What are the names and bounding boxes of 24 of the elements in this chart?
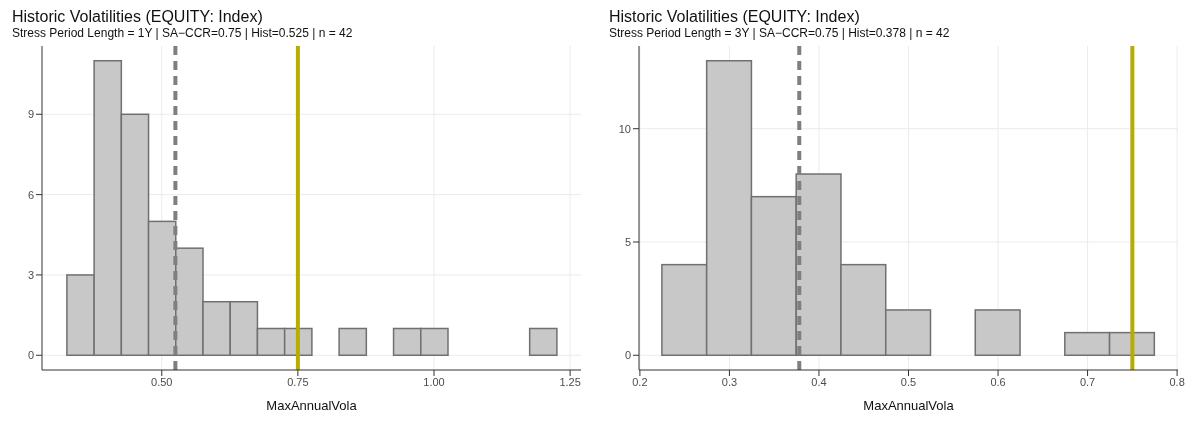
x-tick-label: 0.50 (151, 375, 173, 388)
x-tick-label: 1.00 (423, 375, 445, 388)
y-tick-label: 0 (624, 349, 631, 362)
x-tick-label: 0.6 (990, 375, 1006, 388)
y-tick-label: 9 (27, 108, 34, 121)
x-tick-label: 0.5 (900, 375, 917, 388)
chart-title: Historic Volatilities (EQUITY: Index) (609, 8, 861, 26)
x-tick-label: 0.4 (811, 375, 827, 388)
y-tick-label: 6 (27, 188, 34, 201)
x-tick-label: 1.25 (559, 375, 581, 388)
y-tick-label: 5 (624, 235, 631, 248)
y-tick-label: 3 (27, 268, 34, 281)
y-tick-label: 0 (27, 349, 34, 362)
x-tick-label: 0.8 (1169, 375, 1185, 388)
x-axis-title: MaxAnnualVola (266, 398, 358, 413)
x-tick-label: 0.75 (287, 375, 309, 388)
x-tick-label: 0.3 (721, 375, 738, 388)
x-tick-label: 0.2 (632, 375, 648, 388)
x-tick-label: 0.7 (1079, 375, 1096, 388)
x-axis-title: MaxAnnualVola (863, 398, 955, 413)
chart-subtitle: Stress Period Length = 1Y | SA−CCR=0.75 | Hist=0.525 | n = 42 (12, 26, 354, 40)
chart-subtitle: Stress Period Length = 3Y | SA−CCR=0.75 | Hist=0.378 | n = 42 (609, 26, 951, 40)
chart-title: Historic Volatilities (EQUITY: Index) (12, 8, 264, 26)
y-tick-label: 10 (618, 122, 631, 135)
